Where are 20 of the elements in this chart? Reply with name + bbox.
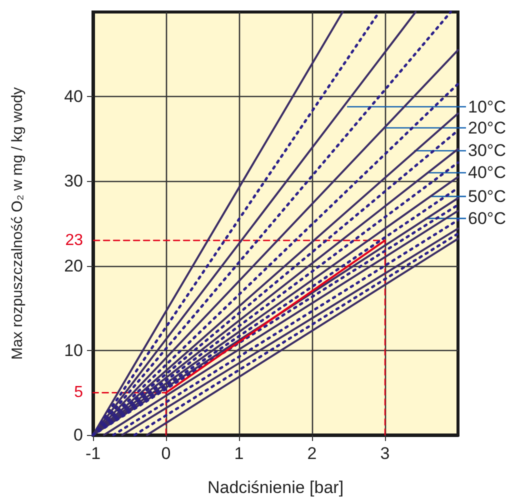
x-tick-label: -1 — [85, 444, 101, 463]
annotation: 60°C — [468, 208, 506, 228]
x-axis-title: Nadciśnienie [bar] — [207, 478, 344, 497]
x-tick-label: 2 — [307, 444, 317, 463]
annotation: 30°C — [468, 141, 506, 160]
y-tick-label: 10 — [64, 340, 83, 360]
annotation: 10°C — [468, 97, 506, 116]
annotation: 40°C — [468, 163, 506, 182]
x-tick-label: 0 — [161, 444, 171, 463]
annotation: 20°C — [468, 118, 506, 138]
y-tick-label: 40 — [64, 87, 83, 106]
y-tick-label: 30 — [64, 172, 83, 191]
annotation: 23 — [65, 232, 84, 249]
annotation: 50°C — [468, 186, 506, 206]
x-tick-label: 1 — [234, 444, 244, 463]
y-axis-title: Max rozpuszczalność O₂ w mg / kg wody — [9, 86, 26, 360]
y-tick-label: 20 — [64, 256, 83, 276]
x-tick-label: 3 — [380, 444, 390, 463]
y-tick-label: 0 — [74, 426, 83, 444]
annotation: 5 — [74, 384, 84, 402]
